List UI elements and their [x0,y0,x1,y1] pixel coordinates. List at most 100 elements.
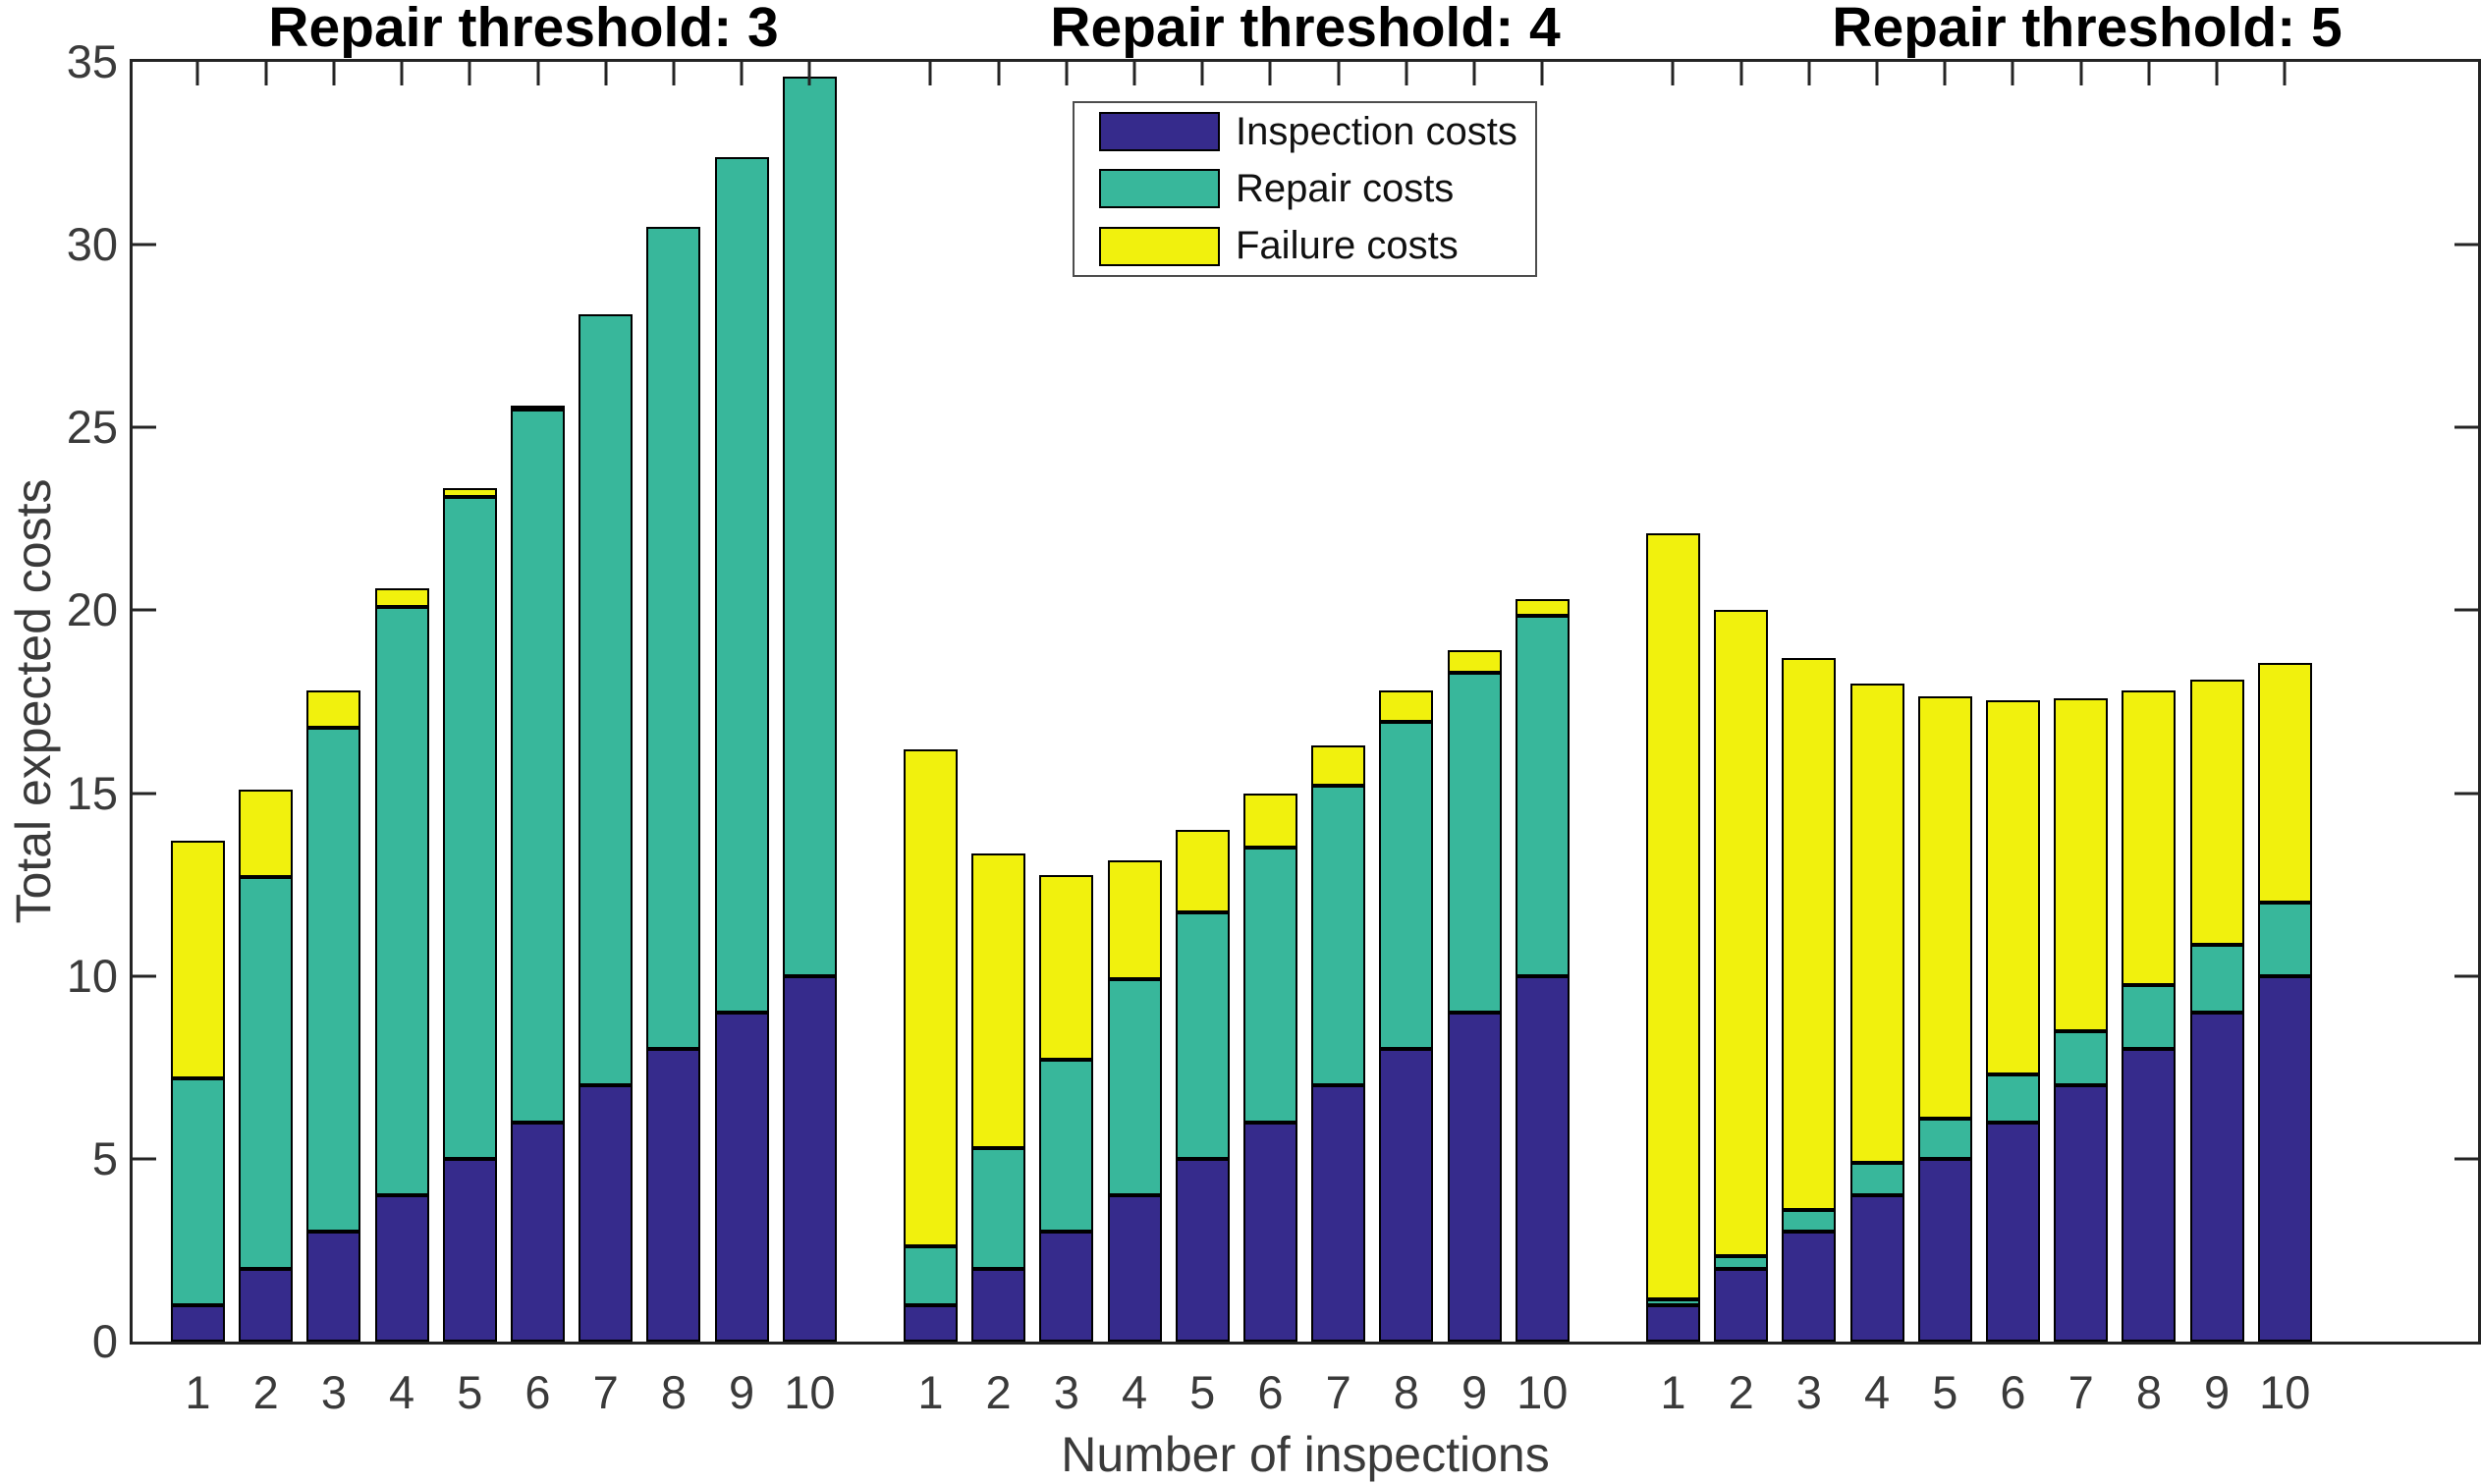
bar-segment-inspection-costs [1782,1232,1837,1342]
bar-segment-inspection-costs [646,1049,701,1342]
legend-swatch-failure-costs [1099,226,1220,266]
bar-segment-failure-costs [442,487,497,498]
x-tick-label: 9 [2204,1366,2231,1418]
x-tick-label: 6 [1257,1366,1284,1418]
bar-segment-failure-costs [2257,663,2312,904]
bar-segment-failure-costs [170,840,225,1078]
y-tick-mark [2454,243,2478,247]
x-tick-label: 5 [1189,1366,1216,1418]
x-tick-label: 3 [1795,1366,1822,1418]
bar-segment-repair-costs [2122,985,2177,1050]
bar-segment-repair-costs [1175,911,1230,1159]
x-tick-mark [1065,62,1069,85]
legend-label-repair-costs: Repair costs [1236,166,1455,210]
x-tick-mark [604,62,608,85]
x-tick-mark [1472,62,1476,85]
bar-segment-failure-costs [2054,697,2109,1031]
x-tick-label: 5 [1932,1366,1958,1418]
bar-segment-inspection-costs [2122,1049,2177,1342]
x-tick-mark [928,62,932,85]
bar-segment-inspection-costs [782,975,837,1342]
x-tick-label: 2 [985,1366,1012,1418]
x-tick-label: 6 [524,1366,551,1418]
x-tick-label: 3 [320,1366,347,1418]
bar-segment-repair-costs [1311,786,1366,1086]
x-tick-mark [2079,62,2083,85]
x-tick-mark [1875,62,1879,85]
y-tick-label: 20 [66,583,118,636]
bar-segment-failure-costs [2122,690,2177,986]
bar-segment-repair-costs [1515,616,1570,976]
y-tick-mark [133,243,156,247]
legend-swatch-repair-costs [1099,169,1220,209]
bar-segment-failure-costs [903,748,958,1247]
x-tick-mark [1268,62,1272,85]
bar-segment-inspection-costs [511,1122,565,1342]
x-tick-mark [2011,62,2014,85]
bar-segment-inspection-costs [374,1195,429,1342]
x-tick-label: 3 [1053,1366,1079,1418]
bar-segment-failure-costs [1311,745,1366,787]
x-tick-label: 10 [1516,1366,1569,1418]
x-tick-mark [997,62,1001,85]
bar-segment-repair-costs [714,156,769,1013]
x-tick-mark [2215,62,2219,85]
x-tick-label: 8 [660,1366,687,1418]
bar-segment-repair-costs [170,1077,225,1305]
x-tick-label: 4 [1121,1366,1148,1418]
bar-segment-inspection-costs [1107,1195,1162,1342]
x-tick-label: 2 [252,1366,279,1418]
y-tick-mark [133,1157,156,1161]
x-tick-label: 9 [729,1366,755,1418]
bar-segment-failure-costs [374,588,429,607]
x-tick-label: 2 [1728,1366,1754,1418]
bar-segment-inspection-costs [1645,1304,1700,1342]
bar-segment-inspection-costs [2189,1012,2244,1342]
legend-label-failure-costs: Failure costs [1236,224,1459,268]
x-tick-mark [807,62,811,85]
bar-segment-repair-costs [1645,1299,1700,1305]
x-tick-mark [332,62,336,85]
bar-segment-failure-costs [1242,793,1297,849]
x-tick-label: 7 [1325,1366,1351,1418]
x-tick-label: 8 [1393,1366,1419,1418]
y-tick-mark [133,974,156,978]
bar-segment-failure-costs [2189,680,2244,946]
bar-segment-repair-costs [1714,1255,1769,1269]
bar-segment-failure-costs [306,690,361,728]
bar-segment-inspection-costs [1175,1158,1230,1342]
x-tick-label: 9 [1461,1366,1488,1418]
x-tick-mark [1405,62,1408,85]
bar-segment-inspection-costs [1311,1085,1366,1342]
bar-segment-inspection-costs [1242,1122,1297,1342]
bar-segment-failure-costs [1849,683,1904,1163]
bar-segment-inspection-costs [2257,975,2312,1342]
x-tick-label: 4 [1864,1366,1891,1418]
y-tick-mark [133,608,156,612]
bar-segment-repair-costs [1107,979,1162,1196]
bar-segment-inspection-costs [170,1304,225,1342]
x-tick-mark [672,62,676,85]
x-tick-label: 7 [2068,1366,2094,1418]
x-tick-label: 8 [2135,1366,2162,1418]
bar-segment-inspection-costs [1039,1232,1094,1342]
x-tick-mark [1540,62,1544,85]
bar-segment-repair-costs [1849,1162,1904,1196]
bar-segment-repair-costs [1242,848,1297,1123]
y-tick-mark [133,425,156,429]
y-tick-label: 0 [91,1315,118,1367]
bar-segment-failure-costs [1917,695,1972,1119]
bar-segment-repair-costs [442,497,497,1159]
bar-segment-failure-costs [1039,875,1094,1061]
x-tick-mark [1807,62,1811,85]
bar-segment-inspection-costs [971,1268,1026,1342]
bar-segment-repair-costs [971,1147,1026,1269]
legend: Inspection costs Repair costs Failure co… [1073,101,1537,277]
bar-segment-repair-costs [511,409,565,1123]
bar-segment-inspection-costs [1515,975,1570,1342]
x-tick-label: 4 [389,1366,415,1418]
bar-segment-repair-costs [1985,1074,2040,1123]
x-tick-mark [264,62,268,85]
bar-segment-repair-costs [374,606,429,1196]
x-tick-mark [2147,62,2151,85]
